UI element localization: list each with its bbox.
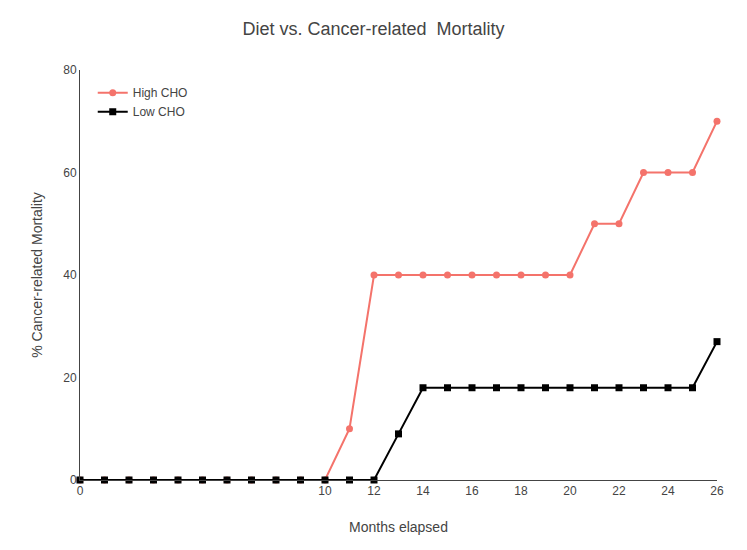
svg-text:80: 80 xyxy=(63,63,77,77)
svg-text:0: 0 xyxy=(77,484,84,498)
svg-text:Low CHO: Low CHO xyxy=(133,105,185,119)
svg-text:10: 10 xyxy=(318,484,332,498)
svg-text:16: 16 xyxy=(465,484,479,498)
svg-text:22: 22 xyxy=(612,484,626,498)
svg-text:40: 40 xyxy=(63,268,77,282)
svg-text:14: 14 xyxy=(416,484,430,498)
svg-text:18: 18 xyxy=(514,484,528,498)
svg-text:20: 20 xyxy=(63,371,77,385)
svg-text:% Cancer-related Mortality: % Cancer-related Mortality xyxy=(29,192,45,358)
svg-text:24: 24 xyxy=(661,484,675,498)
svg-text:26: 26 xyxy=(710,484,724,498)
svg-text:60: 60 xyxy=(63,166,77,180)
svg-text:20: 20 xyxy=(563,484,577,498)
svg-text:12: 12 xyxy=(367,484,381,498)
svg-text:High CHO: High CHO xyxy=(133,86,188,100)
svg-text:Diet vs. Cancer-related Morta: Diet vs. Cancer-related Mortality xyxy=(242,19,504,39)
svg-text:0: 0 xyxy=(70,473,77,487)
svg-text:Months elapsed: Months elapsed xyxy=(349,519,448,535)
